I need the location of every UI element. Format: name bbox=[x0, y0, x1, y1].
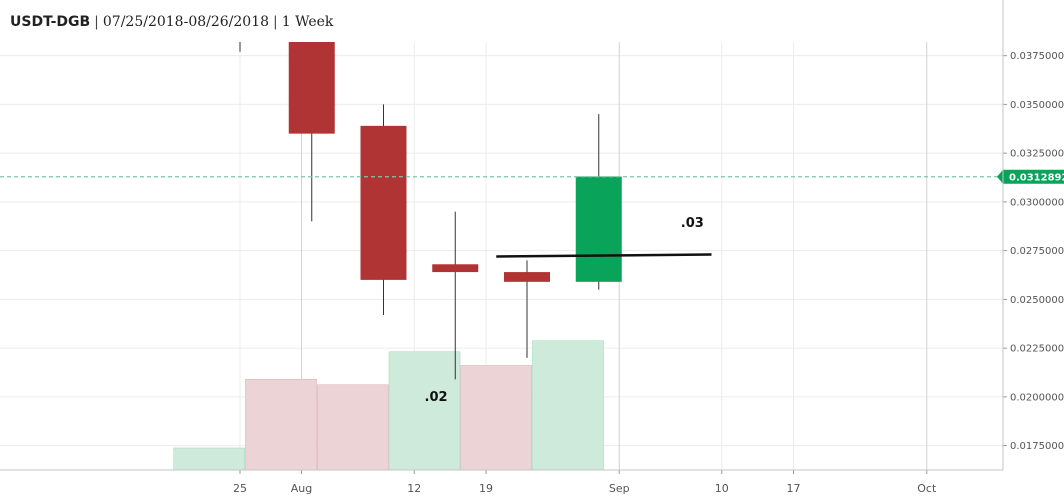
candle-body bbox=[504, 272, 550, 282]
candle-body bbox=[432, 264, 479, 273]
last-price-tag bbox=[997, 169, 1064, 184]
x-tick-label: Aug bbox=[291, 482, 312, 495]
candle-layer bbox=[239, 42, 622, 380]
title-separator: | bbox=[94, 14, 99, 30]
candle-body bbox=[575, 176, 622, 282]
trend-line bbox=[496, 253, 712, 258]
volume-bar bbox=[532, 340, 604, 471]
symbol-label: USDT-DGB bbox=[10, 14, 91, 30]
chart-annotation: .02 bbox=[425, 390, 448, 405]
y-tick-label: 0.03750000 bbox=[1010, 51, 1064, 62]
x-tick-label: 19 bbox=[479, 482, 493, 495]
chart-title: USDT-DGB | 07/25/2018-08/26/2018 | 1 Week bbox=[10, 14, 333, 30]
chart-annotation: .03 bbox=[681, 216, 704, 231]
x-tick-label: 17 bbox=[787, 482, 801, 495]
x-tick-label: 25 bbox=[233, 482, 247, 495]
volume-bar bbox=[460, 365, 533, 471]
x-tick-label: 10 bbox=[715, 482, 729, 495]
volume-bar bbox=[173, 447, 246, 471]
x-tick-label: 12 bbox=[407, 482, 421, 495]
overlay-layer: 0.03128925 .03 .02 bbox=[0, 169, 1064, 405]
volume-bar bbox=[245, 378, 317, 471]
title-separator: | bbox=[273, 14, 278, 30]
volume-bar bbox=[316, 384, 389, 471]
volume-layer bbox=[173, 340, 604, 471]
x-tick-label: Oct bbox=[917, 482, 937, 495]
date-range-label: 07/25/2018-08/26/2018 bbox=[102, 14, 270, 30]
candle-body bbox=[360, 125, 407, 280]
interval-label: 1 Week bbox=[281, 14, 334, 30]
x-tick-label: Sep bbox=[609, 482, 630, 495]
last-price-label: 0.03128925 bbox=[1009, 172, 1064, 183]
volume-bar bbox=[388, 351, 461, 471]
candle-body bbox=[288, 42, 335, 134]
